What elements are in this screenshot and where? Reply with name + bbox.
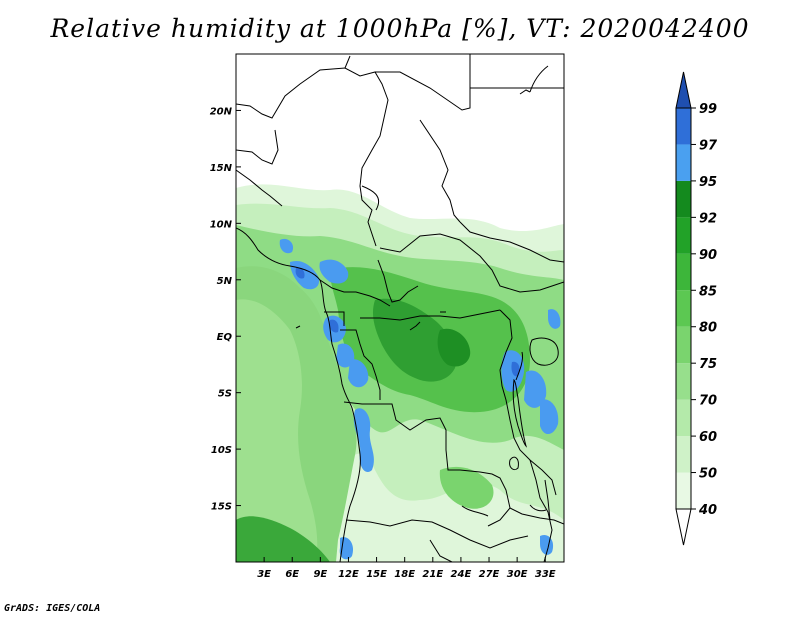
x-tick-label: 18E (394, 569, 415, 580)
y-tick-label: 20N (210, 106, 233, 117)
colorbar-segment (676, 217, 691, 254)
y-tick-label: 5N (217, 276, 233, 287)
x-tick-label: 27E (479, 569, 500, 580)
colorbar-segment (676, 363, 691, 400)
y-tick-label: 10N (210, 219, 233, 230)
colorbar-segment (676, 108, 691, 145)
colorbar-label: 80 (699, 321, 717, 336)
colorbar-label: 60 (699, 430, 717, 445)
humidity-field (236, 54, 564, 562)
map-title: Relative humidity at 1000hPa [%], VT: 20… (50, 14, 750, 43)
colorbar-segment (676, 472, 691, 509)
colorbar-frame (675, 107, 692, 510)
colorbar-segment (676, 144, 691, 181)
y-tick-label: 15N (210, 163, 233, 174)
humidity-ocean-inner (236, 299, 318, 562)
x-tick-label: 15E (366, 569, 387, 580)
colorbar-label: 97 (699, 138, 718, 153)
x-axis: 3E 6E 9E 12E 15E 18E 21E 24E 27E 30E 33E (257, 557, 556, 580)
lake-tanganyika (512, 378, 528, 448)
colorbar-segment (676, 399, 691, 437)
colorbar-label: 95 (699, 175, 717, 190)
colorbar-segment (676, 326, 691, 364)
colorbar-segment (676, 290, 691, 327)
y-tick-label: 15S (211, 502, 232, 513)
colorbar-label: 99 (699, 102, 717, 117)
y-tick-label: 10S (211, 445, 232, 456)
y-axis: 20N 15N 10N 5N EQ 5S 10S 15S (210, 106, 241, 513)
x-tick-label: 3E (257, 569, 271, 580)
x-tick-label: 24E (451, 569, 472, 580)
colorbar-label: 85 (699, 284, 717, 299)
lake-victoria (529, 337, 559, 366)
colorbar-segment (676, 180, 691, 218)
x-tick-label: 30E (507, 569, 528, 580)
colorbar-label: 50 (699, 467, 717, 482)
x-tick-label: 9E (313, 569, 327, 580)
grads-credit: GrADS: IGES/COLA (4, 603, 101, 614)
colorbar-segment (676, 253, 691, 291)
y-tick-label: EQ (217, 332, 233, 343)
colorbar-label: 70 (699, 394, 717, 409)
colorbar-label: 40 (698, 503, 717, 518)
x-tick-label: 33E (535, 569, 556, 580)
colorbar: 40 50 60 70 75 80 85 90 92 95 97 99 (675, 71, 718, 546)
colorbar-upper-extend (675, 71, 692, 109)
map-boundaries (236, 54, 564, 562)
colorbar-label: 90 (699, 248, 717, 263)
coastline (236, 227, 361, 562)
y-tick-label: 5S (218, 389, 232, 400)
colorbar-segment (676, 436, 691, 473)
x-tick-label: 21E (422, 569, 443, 580)
x-tick-label: 12E (338, 569, 359, 580)
x-tick-label: 6E (285, 569, 299, 580)
colorbar-lower-extend (675, 508, 692, 546)
colorbar-label: 75 (699, 357, 717, 372)
colorbar-label: 92 (699, 211, 717, 226)
plot-frame (235, 53, 565, 563)
